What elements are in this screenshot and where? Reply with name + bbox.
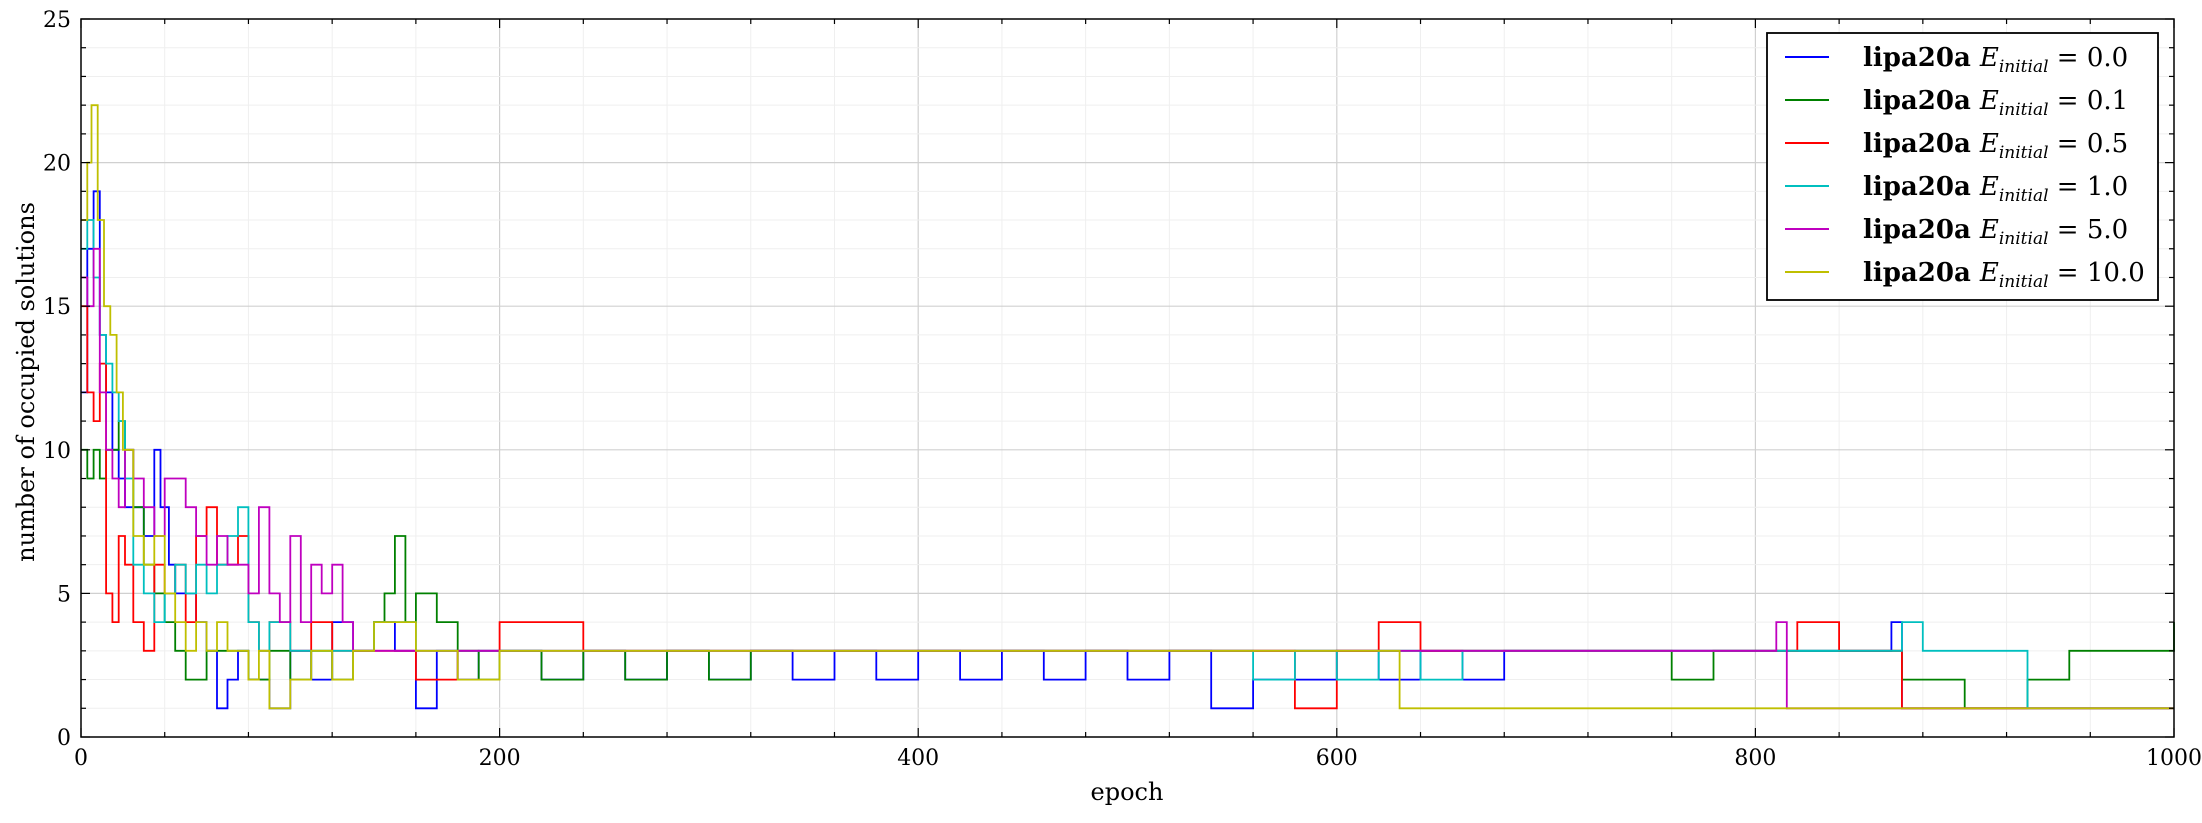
y-axis-label: number of occupied solutions [12,202,40,562]
axis-ticks: 0 200 400 600 800 1000 0 5 10 15 20 25 [43,8,2202,771]
y-tick-label: 0 [57,726,71,751]
legend-label-1: lipa20a Einitial = 0.1 [1863,86,2128,120]
y-tick-label: 15 [43,295,71,320]
legend-box [1766,32,2159,301]
series-lines [81,104,2175,710]
x-axis-label: epoch [1091,778,1164,806]
legend-label-0: lipa20a Einitial = 0.0 [1863,43,2128,77]
plot-border [80,18,2175,738]
y-tick-label: 20 [43,152,71,177]
x-tick-label: 800 [1734,746,1776,771]
y-tick-label: 10 [43,439,71,464]
y-tick-label: 25 [43,8,71,33]
series-line-5 [81,104,2174,710]
x-tick-label: 1000 [2146,746,2202,771]
legend-label-4: lipa20a Einitial = 5.0 [1863,215,2128,249]
legend: lipa20a Einitial = 0.0 lipa20a Einitial =… [1766,32,2159,301]
legend-label-2: lipa20a Einitial = 0.5 [1863,129,2128,163]
legend-label-5: lipa20a Einitial = 10.0 [1863,258,2145,292]
x-tick-label: 600 [1316,746,1358,771]
x-tick-label: 400 [897,746,939,771]
y-tick-label: 5 [57,582,71,607]
legend-label-3: lipa20a Einitial = 1.0 [1863,172,2128,206]
x-tick-label: 200 [479,746,521,771]
plot-frame [80,18,2175,738]
x-tick-label: 0 [74,746,88,771]
